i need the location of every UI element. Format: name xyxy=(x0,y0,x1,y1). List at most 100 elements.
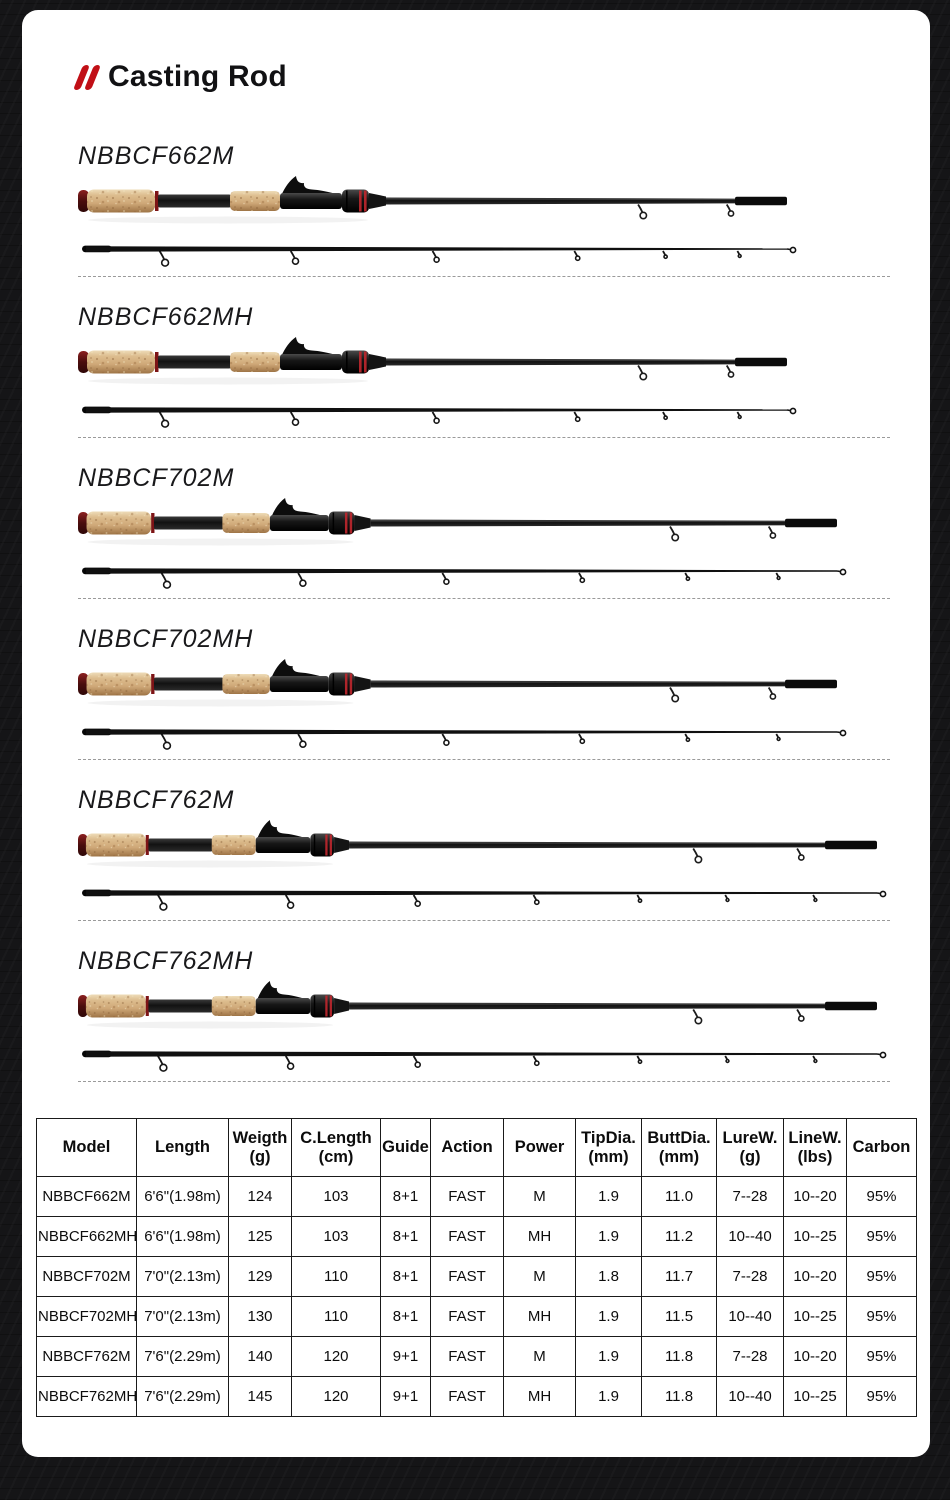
spec-cell: 95% xyxy=(846,1216,917,1257)
spec-cell: MH xyxy=(503,1216,576,1257)
spec-cell: FAST xyxy=(430,1336,504,1377)
spec-cell: 95% xyxy=(846,1336,917,1377)
spec-cell: FAST xyxy=(430,1216,504,1257)
spec-header-cell: ButtDia. (mm) xyxy=(641,1118,717,1177)
spec-cell: 7'0"(2.13m) xyxy=(136,1296,229,1337)
spec-cell: 7--28 xyxy=(716,1256,784,1297)
rod-model-name: NBBCF702MH xyxy=(78,625,254,653)
spec-cell: NBBCF662M xyxy=(36,1176,137,1217)
section-divider xyxy=(78,276,890,277)
spec-cell: 7--28 xyxy=(716,1176,784,1217)
spec-header-cell: Action xyxy=(430,1118,504,1177)
spec-cell: NBBCF702MH xyxy=(36,1296,137,1337)
spec-cell: NBBCF702M xyxy=(36,1256,137,1297)
spec-row: NBBCF702M 7'0"(2.13m) 129 110 8+1 FAST M 1.8 11.… xyxy=(36,1256,917,1297)
rod-model-name: NBBCF662MH xyxy=(78,303,254,331)
spec-cell: 1.9 xyxy=(575,1296,642,1337)
spec-cell: 7'0"(2.13m) xyxy=(136,1256,229,1297)
spec-cell: M xyxy=(503,1256,576,1297)
spec-cell: 10--25 xyxy=(783,1216,847,1257)
spec-cell: FAST xyxy=(430,1376,504,1417)
section-divider xyxy=(78,920,890,921)
spec-cell: 7'6"(2.29m) xyxy=(136,1376,229,1417)
spec-cell: 8+1 xyxy=(380,1216,431,1257)
spec-header-cell: C.Length (cm) xyxy=(291,1118,381,1177)
spec-cell: 1.9 xyxy=(575,1216,642,1257)
spec-cell: 125 xyxy=(228,1216,292,1257)
spec-cell: 129 xyxy=(228,1256,292,1297)
rod-product-image xyxy=(78,980,890,1076)
spec-cell: 11.5 xyxy=(641,1296,717,1337)
rod-product-image xyxy=(78,336,890,432)
spec-cell: 10--40 xyxy=(716,1296,784,1337)
rod-product-image xyxy=(78,497,890,593)
spec-cell: 11.7 xyxy=(641,1256,717,1297)
rod-svg xyxy=(78,981,887,1072)
rod-section: NBBCF662M xyxy=(78,142,890,277)
spec-cell: 130 xyxy=(228,1296,292,1337)
spec-cell: 7'6"(2.29m) xyxy=(136,1336,229,1377)
spec-cell: 103 xyxy=(291,1216,381,1257)
spec-cell: 6'6"(1.98m) xyxy=(136,1176,229,1217)
product-detail-card: Casting Rod NBBCF662M xyxy=(22,10,930,1457)
spec-table-wrap: Model Length Weigth (g) C.Length (cm) Guide A… xyxy=(36,1118,917,1417)
spec-cell: 9+1 xyxy=(380,1376,431,1417)
spec-cell: 1.8 xyxy=(575,1256,642,1297)
spec-cell: MH xyxy=(503,1296,576,1337)
section-title-row: Casting Rod xyxy=(72,60,930,94)
spec-cell: 11.8 xyxy=(641,1336,717,1377)
spec-cell: 10--20 xyxy=(783,1336,847,1377)
spec-cell: MH xyxy=(503,1376,576,1417)
spec-cell: M xyxy=(503,1176,576,1217)
rod-svg xyxy=(78,176,797,267)
spec-cell: 120 xyxy=(291,1376,381,1417)
spec-cell: 95% xyxy=(846,1256,917,1297)
rod-svg xyxy=(78,337,797,428)
spec-cell: 10--40 xyxy=(716,1216,784,1257)
rod-section: NBBCF702MH xyxy=(78,625,890,760)
spec-cell: M xyxy=(503,1336,576,1377)
page-title: Casting Rod xyxy=(108,60,287,93)
spec-header-cell: Weigth (g) xyxy=(228,1118,292,1177)
rod-svg xyxy=(78,659,847,750)
spec-cell: NBBCF662MH xyxy=(36,1216,137,1257)
rod-section: NBBCF662MH xyxy=(78,303,890,438)
spec-header-cell: Power xyxy=(503,1118,576,1177)
spec-row: NBBCF702MH 7'0"(2.13m) 130 110 8+1 FAST MH 1.9 1… xyxy=(36,1296,917,1337)
rod-product-image xyxy=(78,175,890,271)
spec-header-cell: Model xyxy=(36,1118,137,1177)
section-divider xyxy=(78,1081,890,1082)
spec-cell: 110 xyxy=(291,1256,381,1297)
rod-model-name: NBBCF762MH xyxy=(78,947,254,975)
spec-cell: 10--40 xyxy=(716,1376,784,1417)
spec-cell: 7--28 xyxy=(716,1336,784,1377)
spec-table: Model Length Weigth (g) C.Length (cm) Guide A… xyxy=(36,1118,917,1417)
spec-row: NBBCF662MH 6'6"(1.98m) 125 103 8+1 FAST MH 1.9 1… xyxy=(36,1216,917,1257)
spec-cell: 1.9 xyxy=(575,1176,642,1217)
spec-cell: 1.9 xyxy=(575,1336,642,1377)
spec-cell: FAST xyxy=(430,1176,504,1217)
spec-header-cell: LureW. (g) xyxy=(716,1118,784,1177)
spec-header-cell: LineW. (lbs) xyxy=(783,1118,847,1177)
spec-cell: 8+1 xyxy=(380,1176,431,1217)
spec-cell: 9+1 xyxy=(380,1336,431,1377)
spec-cell: 95% xyxy=(846,1376,917,1417)
double-slash-icon xyxy=(72,64,102,90)
rod-product-image xyxy=(78,819,890,915)
spec-cell: 8+1 xyxy=(380,1256,431,1297)
spec-cell: NBBCF762MH xyxy=(36,1376,137,1417)
spec-cell: 1.9 xyxy=(575,1376,642,1417)
spec-cell: 95% xyxy=(846,1176,917,1217)
spec-cell: 6'6"(1.98m) xyxy=(136,1216,229,1257)
spec-header-cell: Carbon xyxy=(846,1118,917,1177)
rod-model-name: NBBCF702M xyxy=(78,464,235,492)
spec-cell: 103 xyxy=(291,1176,381,1217)
rod-section: NBBCF702M xyxy=(78,464,890,599)
spec-header-cell: Guide xyxy=(380,1118,431,1177)
spec-header-cell: Length xyxy=(136,1118,229,1177)
rod-svg xyxy=(78,820,887,911)
spec-cell: 95% xyxy=(846,1296,917,1337)
section-divider xyxy=(78,598,890,599)
section-divider xyxy=(78,759,890,760)
rod-product-image xyxy=(78,658,890,754)
